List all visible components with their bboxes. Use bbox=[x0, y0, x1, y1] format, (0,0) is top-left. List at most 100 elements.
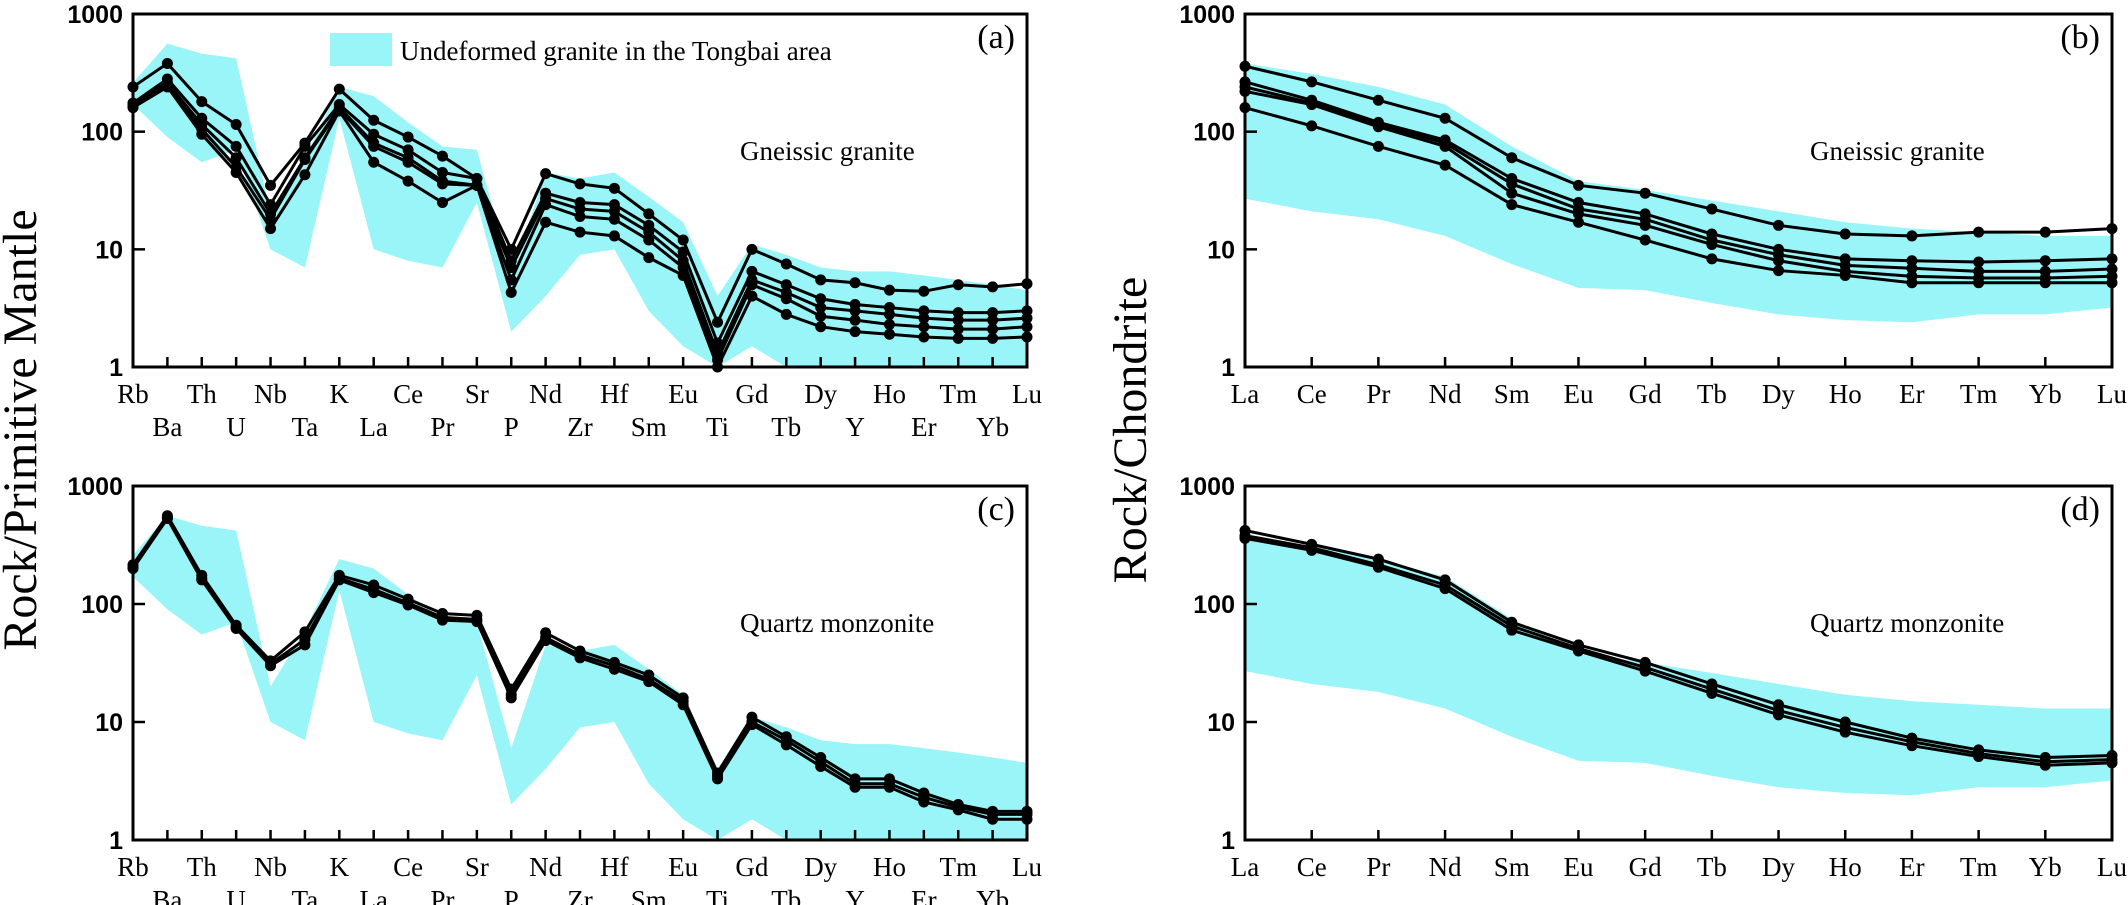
data-point bbox=[436, 166, 448, 178]
x-tick-label: Gd bbox=[1629, 379, 1662, 409]
data-point bbox=[712, 316, 724, 328]
x-tick-label: Dy bbox=[1762, 379, 1795, 409]
panel-c-spider-diagram: 1101001000RbBaThUNbTaKLaCePrSrPNdZrHfSmE… bbox=[67, 473, 1042, 905]
x-tick-label: Sm bbox=[631, 412, 667, 442]
y-tick-label: 100 bbox=[81, 119, 123, 147]
data-point bbox=[402, 175, 414, 187]
data-point bbox=[1906, 277, 1918, 289]
x-tick-label: U bbox=[226, 885, 246, 905]
data-point bbox=[505, 692, 517, 704]
x-tick-label: K bbox=[330, 852, 350, 882]
x-tick-label: Eu bbox=[668, 379, 698, 409]
x-tick-label: Ti bbox=[706, 412, 729, 442]
data-point bbox=[1506, 199, 1518, 211]
data-point bbox=[849, 314, 861, 326]
data-point bbox=[1306, 120, 1318, 132]
panel-label: Quartz monzonite bbox=[1810, 608, 2004, 638]
panel-tag: (d) bbox=[2060, 491, 2100, 528]
x-tick-label: K bbox=[330, 379, 350, 409]
x-tick-label: Er bbox=[1899, 852, 1924, 882]
data-point bbox=[1773, 265, 1785, 277]
x-tick-label: Nd bbox=[1429, 379, 1462, 409]
panel-label: Quartz monzonite bbox=[740, 608, 934, 638]
data-point bbox=[161, 513, 173, 525]
data-point bbox=[952, 332, 964, 344]
legend: Undeformed granite in the Tongbai area bbox=[330, 33, 832, 66]
data-point bbox=[1839, 269, 1851, 281]
data-point bbox=[883, 781, 895, 793]
data-point bbox=[368, 156, 380, 168]
panel-a-spider-diagram: 1101001000RbBaThUNbTaKLaCePrSrPNdZrHfSmE… bbox=[67, 1, 1042, 442]
data-point bbox=[230, 140, 242, 152]
x-tick-label: Ce bbox=[393, 852, 423, 882]
x-tick-label: Eu bbox=[668, 852, 698, 882]
data-point bbox=[918, 312, 930, 324]
x-tick-label: Yb bbox=[976, 885, 1009, 905]
data-point bbox=[1439, 583, 1451, 595]
x-tick-label: Eu bbox=[1563, 379, 1593, 409]
series-line-1 bbox=[1245, 528, 2112, 760]
data-point bbox=[918, 285, 930, 297]
x-tick-label: Ce bbox=[393, 379, 423, 409]
x-tick-label: Y bbox=[845, 885, 865, 905]
panel-b-ree-diagram: 1 10 100 1000 La Ce Pr Nd Sm Eu Gd Tb Dy Ho Er Tm Yb Lu (b… bbox=[1179, 1, 2127, 409]
data-point bbox=[333, 83, 345, 95]
data-point bbox=[1906, 255, 1918, 267]
data-point bbox=[1572, 179, 1584, 191]
x-tick-label: Tm bbox=[1960, 379, 1998, 409]
data-point bbox=[299, 154, 311, 166]
data-point bbox=[1973, 256, 1985, 268]
x-tick-label: Ta bbox=[292, 885, 319, 905]
y-tick-label: 1 bbox=[109, 827, 123, 855]
data-point bbox=[746, 290, 758, 302]
data-point bbox=[1572, 645, 1584, 657]
x-tick-label: La bbox=[1231, 379, 1259, 409]
data-point bbox=[230, 622, 242, 634]
y-tick-label: 1000 bbox=[1179, 1, 1235, 29]
x-tick-label: Sm bbox=[1494, 852, 1530, 882]
data-point bbox=[1439, 159, 1451, 171]
panel-label: Gneissic granite bbox=[1810, 136, 1985, 166]
data-point bbox=[987, 813, 999, 825]
series-line-2 bbox=[1245, 80, 2112, 264]
x-tick-label: Zr bbox=[567, 885, 592, 905]
data-point bbox=[368, 114, 380, 126]
data-point bbox=[1706, 203, 1718, 215]
y-tick-label: 1000 bbox=[67, 473, 123, 501]
data-point bbox=[265, 179, 277, 191]
data-point bbox=[436, 178, 448, 190]
data-point bbox=[643, 252, 655, 264]
data-point bbox=[299, 140, 311, 152]
data-point bbox=[1706, 238, 1718, 250]
data-point bbox=[746, 719, 758, 731]
data-point bbox=[333, 105, 345, 117]
x-tick-label: Tb bbox=[771, 885, 801, 905]
x-tick-label: Dy bbox=[1762, 852, 1795, 882]
data-point bbox=[987, 332, 999, 344]
data-point bbox=[196, 96, 208, 108]
data-point bbox=[574, 652, 586, 664]
x-tick-label: Gd bbox=[735, 379, 768, 409]
data-point bbox=[2039, 759, 2051, 771]
ylabel-primitive-mantle: Rock/Primitive Mantle bbox=[0, 209, 47, 650]
x-tick-label: Lu bbox=[1012, 852, 1042, 882]
y-tick-label: 1000 bbox=[67, 1, 123, 29]
data-point bbox=[849, 326, 861, 338]
plot-frame bbox=[1243, 484, 2114, 842]
data-point bbox=[471, 179, 483, 191]
data-point bbox=[1506, 187, 1518, 199]
data-point bbox=[1372, 121, 1384, 133]
data-point bbox=[161, 57, 173, 69]
x-tick-label: Tb bbox=[1697, 379, 1727, 409]
x-tick-label: Hf bbox=[600, 379, 629, 409]
data-point bbox=[712, 773, 724, 785]
data-point bbox=[677, 699, 689, 711]
data-point bbox=[780, 293, 792, 305]
data-point bbox=[608, 213, 620, 225]
x-tick-label: Er bbox=[1899, 379, 1924, 409]
data-point bbox=[608, 663, 620, 675]
x-tick-label: Tm bbox=[939, 852, 977, 882]
x-tick-label: Gd bbox=[1629, 852, 1662, 882]
series-line-4 bbox=[1245, 89, 2112, 280]
x-tick-label: Sr bbox=[465, 379, 489, 409]
